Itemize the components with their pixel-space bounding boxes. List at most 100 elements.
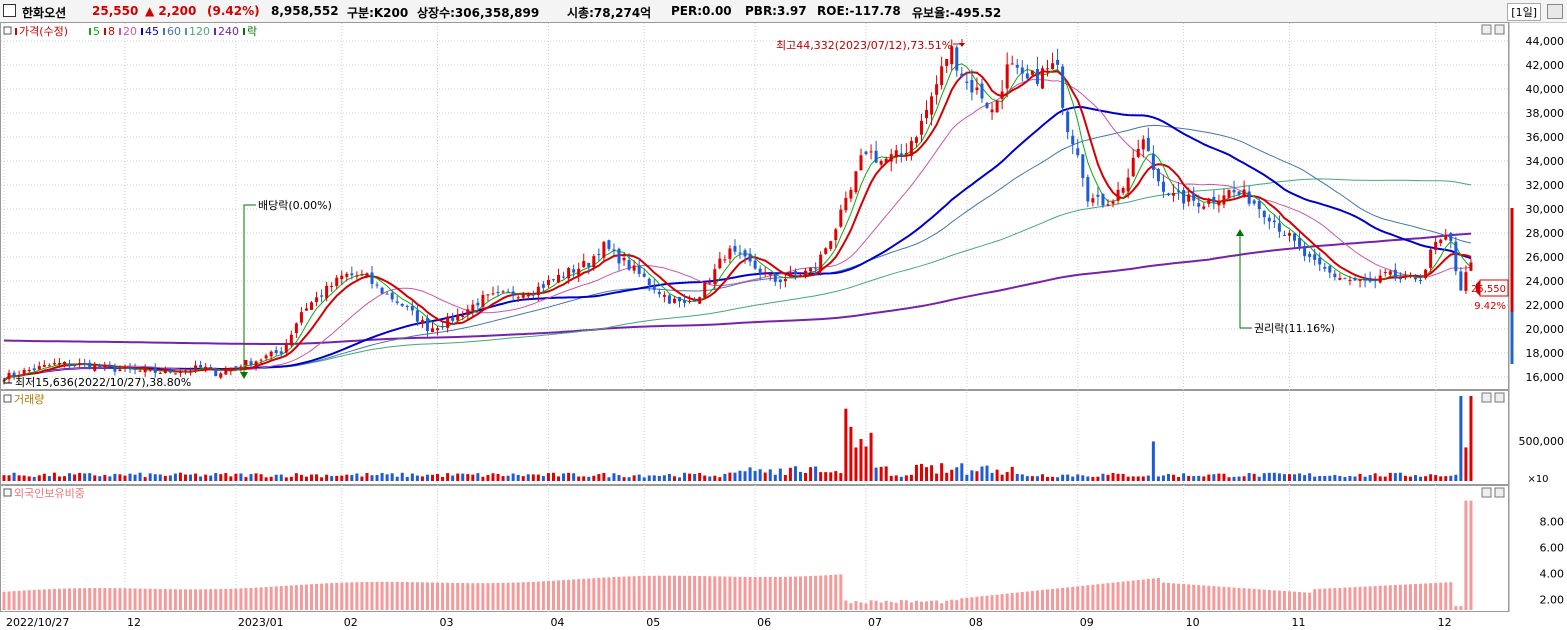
- volume-bar: [960, 463, 964, 481]
- volume-bar: [1151, 441, 1155, 481]
- foreign-ratio-bar: [491, 583, 495, 610]
- candle-body: [27, 369, 31, 372]
- volume-bar: [491, 473, 495, 481]
- foreign-ratio-bar: [360, 582, 364, 610]
- volume-legend-label: 거래량: [14, 393, 44, 406]
- volume-bar: [284, 477, 288, 481]
- candle-body: [310, 302, 314, 310]
- candle-body: [471, 304, 475, 312]
- select-checkbox[interactable]: [3, 4, 16, 17]
- candle-body: [486, 294, 490, 296]
- volume-bar: [68, 473, 72, 481]
- volume-bar: [894, 475, 898, 481]
- volume-bar: [118, 474, 122, 481]
- volume-bar: [1403, 475, 1407, 481]
- volume-bar: [914, 464, 918, 481]
- foreign-ratio-bar: [17, 590, 21, 610]
- candle-body: [461, 315, 465, 317]
- foreign-ratio-bar: [1056, 588, 1060, 610]
- volume-bar: [1126, 476, 1130, 481]
- candle-body: [536, 286, 540, 296]
- candle-body: [32, 368, 36, 371]
- price-panel-frame: [0, 22, 1509, 390]
- volume-bar: [1298, 473, 1302, 481]
- volume-bar: [274, 474, 278, 481]
- volume-bar: [713, 475, 717, 481]
- foreign-ratio-bar: [234, 588, 238, 610]
- per-value: PER:0.00: [671, 4, 732, 18]
- candle-body: [703, 282, 707, 298]
- foreign-panel-minimize-button[interactable]: [1481, 487, 1492, 498]
- candle-body: [1434, 241, 1438, 251]
- price-panel-minimize-button[interactable]: [1481, 24, 1492, 35]
- candle-body: [47, 365, 51, 367]
- volume-bar: [73, 474, 77, 481]
- candle-body: [173, 373, 177, 375]
- volume-bar: [506, 475, 510, 481]
- volume-bar: [1071, 476, 1075, 481]
- foreign-ratio-bar: [985, 595, 989, 610]
- foreign-ratio-bar: [1040, 589, 1044, 610]
- candle-body: [400, 303, 404, 306]
- foreign-ratio-bar: [1116, 582, 1120, 610]
- volume-bar: [1242, 476, 1246, 481]
- foreign-ratio-bar: [1303, 592, 1307, 610]
- volume-bar: [758, 469, 762, 481]
- volume-panel-minimize-button[interactable]: [1481, 392, 1492, 403]
- foreign-ratio-bar: [834, 574, 838, 610]
- foreign-ratio-bar: [254, 587, 258, 610]
- volume-bar: [42, 473, 46, 481]
- foreign-panel-close-button[interactable]: [1494, 487, 1505, 498]
- foreign-ratio-bar: [1187, 584, 1191, 610]
- period-selector[interactable]: [1일]: [1507, 3, 1541, 21]
- candle-body: [824, 248, 828, 254]
- foreign-ratio-bar: [1363, 586, 1367, 610]
- candle-body: [451, 317, 455, 321]
- candle-body: [244, 359, 248, 366]
- candle-body: [1439, 239, 1443, 244]
- foreign-ratio-bar: [1096, 584, 1100, 610]
- volume-bar: [1308, 473, 1312, 481]
- x-axis-label: 09: [1080, 616, 1094, 629]
- volume-bar: [1051, 476, 1055, 481]
- volume-panel-close-button[interactable]: [1494, 392, 1505, 403]
- foreign-ratio-bar: [1293, 591, 1297, 610]
- foreign-ratio-bar: [506, 582, 510, 610]
- candle-body: [1262, 210, 1266, 218]
- foreign-ratio-bar: [430, 582, 434, 610]
- foreign-ratio-bar: [375, 581, 379, 610]
- x-axis-labels: 2022/10/27 12 2023/01 02 03 04 05 06 07 08 09 10 11 1…: [6, 616, 1452, 629]
- foreign-ratio-bar: [78, 588, 82, 610]
- foreign-ratio-bar: [476, 583, 480, 610]
- volume-bar: [1353, 476, 1357, 481]
- foreign-legend: 외국인보유비중: [3, 487, 85, 500]
- foreign-ratio-bar: [1252, 588, 1256, 610]
- foreign-ratio-bar: [1343, 587, 1347, 610]
- foreign-ratio-bar: [2, 591, 6, 610]
- foreign-ratio-bar: [1434, 582, 1438, 610]
- candle-body: [914, 137, 918, 143]
- foreign-ratio-bar: [350, 582, 354, 610]
- candle-body: [577, 268, 581, 276]
- price-axis-label: 42,000: [1526, 59, 1565, 72]
- foreign-ratio-bar: [410, 582, 414, 610]
- foreign-ratio-bar: [294, 585, 298, 610]
- volume-bar: [17, 475, 21, 481]
- price-panel-close-button[interactable]: [1494, 24, 1505, 35]
- volume-bar: [254, 473, 258, 481]
- volume-bar: [783, 474, 787, 481]
- panel-buttons[interactable]: [1481, 24, 1505, 498]
- volume-bar: [98, 476, 102, 481]
- candle-body: [551, 279, 555, 281]
- period-dropdown-button[interactable]: [1547, 4, 1563, 19]
- x-axis-label: 12: [127, 616, 141, 629]
- volume-bar: [22, 475, 26, 481]
- volume-bar: [1177, 477, 1181, 481]
- candle-body: [930, 96, 934, 115]
- candle-body: [683, 300, 687, 303]
- foreign-ratio-bar: [335, 582, 339, 610]
- volume-bar: [173, 473, 177, 481]
- candle-body: [1414, 277, 1418, 280]
- candle-body: [22, 369, 26, 375]
- price-axis-label: 34,000: [1526, 155, 1565, 168]
